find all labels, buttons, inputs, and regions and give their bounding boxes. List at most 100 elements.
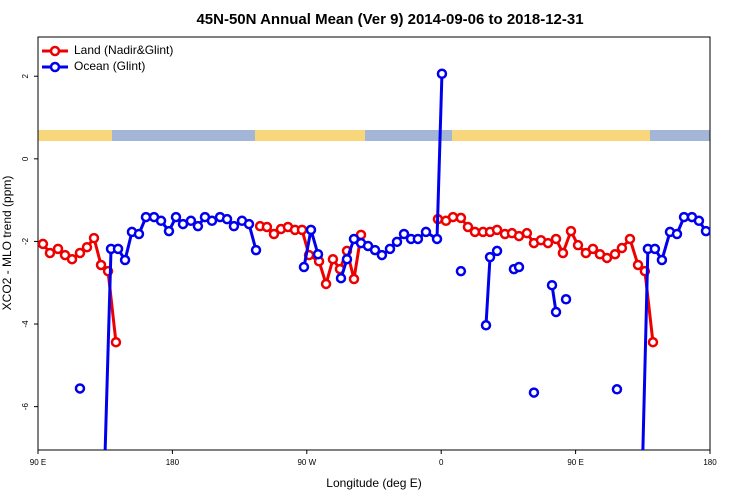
point — [601, 252, 613, 264]
point — [66, 253, 78, 265]
point — [560, 294, 572, 305]
point — [320, 278, 332, 290]
point — [384, 243, 396, 255]
point — [671, 228, 683, 240]
x-tick-label: 180 — [166, 458, 180, 467]
point — [341, 253, 353, 265]
x-tick-label: 90 E — [30, 458, 46, 467]
point — [455, 212, 467, 224]
point — [327, 253, 339, 265]
x-axis-label: Longitude (deg E) — [326, 476, 421, 490]
point — [656, 254, 668, 266]
point — [513, 261, 525, 273]
point — [348, 273, 360, 285]
point — [632, 259, 644, 271]
point — [110, 336, 122, 348]
point — [52, 243, 64, 255]
point — [305, 224, 317, 236]
point — [616, 242, 628, 254]
y-axis-label: XCO2 - MLO trend (ppm) — [0, 176, 14, 311]
point — [261, 221, 273, 233]
point — [376, 249, 388, 261]
land-strip — [38, 130, 710, 141]
y-tick-label: 2 — [21, 73, 30, 78]
point — [649, 243, 661, 255]
point — [546, 279, 558, 291]
point — [550, 306, 562, 318]
point — [638, 485, 646, 493]
x-tick-label: 90 W — [297, 458, 316, 467]
point — [192, 220, 204, 232]
point — [298, 261, 310, 273]
point — [155, 215, 167, 227]
point — [163, 225, 175, 237]
point — [462, 221, 474, 233]
point — [391, 236, 403, 248]
point — [412, 233, 424, 245]
point — [521, 227, 533, 239]
point — [95, 259, 107, 271]
point — [335, 272, 347, 284]
point — [74, 247, 86, 259]
point — [609, 248, 621, 260]
point — [528, 387, 540, 398]
point — [112, 243, 124, 255]
legend-label: Ocean (Glint) — [74, 59, 145, 73]
x-tick-label: 0 — [439, 458, 444, 467]
chart-title: 45N-50N Annual Mean (Ver 9) 2014-09-06 t… — [196, 11, 583, 28]
point — [170, 211, 182, 223]
point — [587, 243, 599, 255]
y-tick-label: 0 — [21, 156, 30, 161]
point — [398, 228, 410, 240]
legend-marker — [49, 45, 61, 57]
y-tick-label: -6 — [21, 403, 30, 411]
point — [469, 226, 481, 238]
y-tick-label: -4 — [21, 320, 30, 328]
point — [74, 383, 86, 394]
plot-area — [38, 68, 710, 493]
legend-marker — [49, 61, 61, 73]
point — [431, 233, 443, 245]
point — [455, 265, 467, 277]
point — [647, 336, 659, 348]
legend-label: Land (Nadir&Glint) — [74, 43, 173, 57]
plot-frame — [37, 36, 711, 451]
point — [624, 233, 636, 245]
point — [550, 233, 562, 245]
point — [250, 244, 262, 256]
y-tick-label: -2 — [21, 237, 30, 245]
point — [484, 251, 496, 263]
point — [565, 225, 577, 237]
point — [296, 224, 308, 236]
point — [88, 232, 100, 244]
point — [228, 220, 240, 232]
point — [119, 254, 131, 266]
point — [312, 248, 324, 260]
point — [44, 247, 56, 259]
point — [572, 239, 584, 251]
point — [557, 247, 569, 259]
point — [611, 384, 623, 395]
point — [268, 228, 280, 240]
point — [369, 244, 381, 256]
point — [480, 320, 492, 331]
point — [542, 237, 554, 249]
point — [185, 215, 197, 227]
point — [491, 224, 503, 236]
point — [436, 68, 448, 80]
point — [420, 226, 432, 238]
x-tick-label: 90 E — [567, 458, 583, 467]
point — [221, 213, 233, 225]
point — [38, 238, 49, 250]
point — [140, 211, 152, 223]
point — [700, 225, 710, 237]
point — [243, 218, 255, 230]
point — [100, 485, 108, 493]
point — [693, 215, 705, 227]
point — [133, 228, 145, 240]
point — [491, 245, 503, 257]
x-tick-label: 180 — [703, 458, 717, 467]
point — [81, 241, 93, 253]
